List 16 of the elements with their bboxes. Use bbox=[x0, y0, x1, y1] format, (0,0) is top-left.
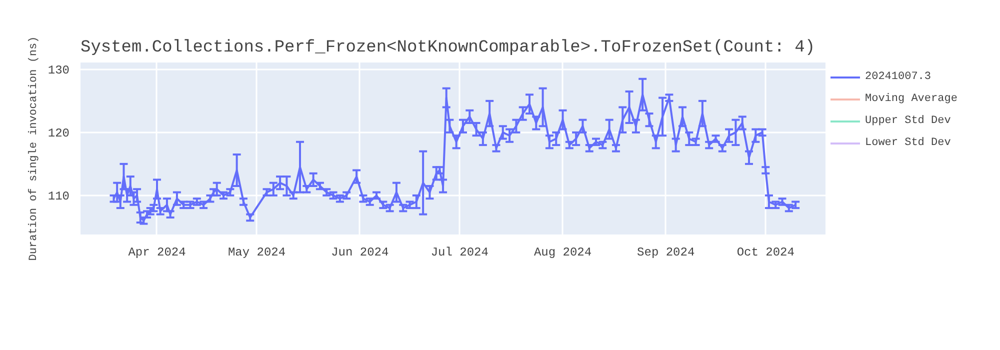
legend-label: Upper Std Dev bbox=[865, 115, 951, 127]
y-axis-title: Duration of single invocation (ns) bbox=[28, 36, 40, 261]
x-tick-label: Jun 2024 bbox=[331, 246, 389, 260]
legend-label: 20241007.3 bbox=[865, 71, 932, 83]
x-tick-label: Jul 2024 bbox=[430, 246, 488, 260]
x-tick-label: Sep 2024 bbox=[637, 246, 695, 260]
legend-label: Moving Average bbox=[865, 93, 958, 105]
x-tick-label: Aug 2024 bbox=[534, 246, 592, 260]
x-tick-label: May 2024 bbox=[228, 246, 286, 260]
x-tick-label: Apr 2024 bbox=[128, 246, 186, 260]
legend-label: Lower Std Dev bbox=[865, 137, 951, 149]
y-tick-label: 110 bbox=[48, 189, 70, 204]
chart-title: System.Collections.Perf_Frozen<NotKnownComparable>.ToFrozenSet(Count: 4) bbox=[80, 38, 816, 58]
y-tick-label: 120 bbox=[48, 126, 70, 140]
y-tick-label: 130 bbox=[48, 63, 70, 78]
x-tick-label: Oct 2024 bbox=[736, 246, 794, 260]
